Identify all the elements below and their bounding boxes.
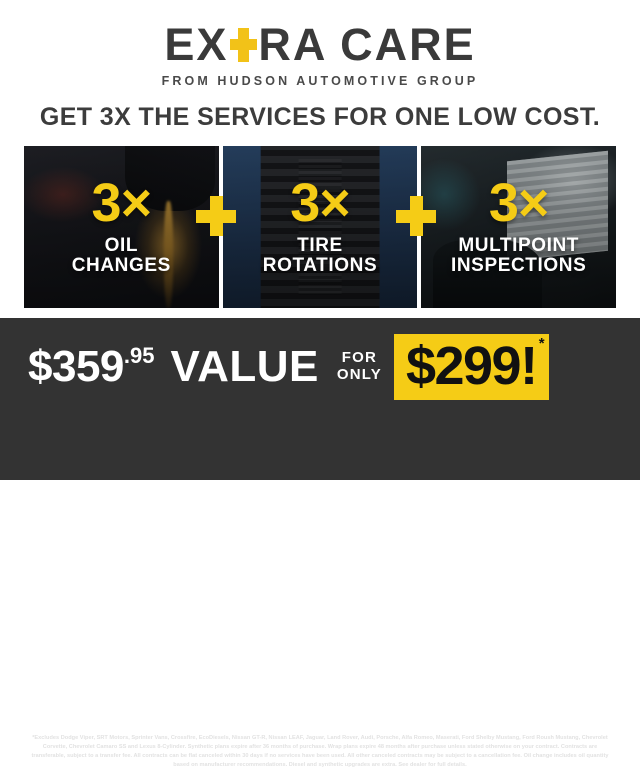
brand-logo: EX RA CARE FROM HUDSON AUTOMOTIVE GROUP: [0, 22, 640, 88]
logo-word-left: EX: [164, 19, 229, 70]
price-band: $359.95 VALUE FOR ONLY $299! * *Excludes…: [0, 318, 640, 768]
service-label-line2: CHANGES: [71, 254, 171, 276]
service-panel-tire-rotations: 3× TIRE ROTATIONS: [222, 146, 418, 308]
oil-pour-photo: [24, 146, 219, 308]
service-panel-content: 3× OIL CHANGES: [24, 146, 219, 308]
service-panels: 3× OIL CHANGES 3× TIRE ROTATIONS: [24, 146, 617, 308]
plus-icon: [196, 196, 236, 236]
service-panel-content: 3× MULTIPOINT INSPECTIONS: [421, 146, 616, 308]
logo-word-right: RA CARE: [258, 19, 476, 70]
service-label-line1: TIRE: [297, 234, 343, 256]
value-word: VALUE: [170, 342, 319, 391]
service-label-line2: ROTATIONS: [262, 254, 378, 276]
photo-overlay: [24, 146, 219, 308]
photo-overlay: [421, 146, 617, 308]
service-multiplier: 3×: [488, 172, 550, 233]
plus-icon: [228, 24, 258, 66]
for-only-line2: ONLY: [336, 366, 382, 383]
service-panel-content: 3× TIRE ROTATIONS: [223, 146, 418, 308]
service-label-line1: MULTIPOINT: [458, 234, 580, 256]
logo-tagline: FROM HUDSON AUTOMOTIVE GROUP: [161, 74, 479, 88]
service-multiplier: 3×: [91, 172, 153, 233]
tire-held-photo: [222, 146, 418, 308]
disclaimer-text: *Excludes Dodge Viper, SRT Motors, Sprin…: [31, 735, 609, 769]
service-label: MULTIPOINT INSPECTIONS: [450, 234, 587, 276]
service-multiplier: 3×: [290, 172, 351, 233]
price-row: $359.95 VALUE FOR ONLY $299! *: [28, 334, 612, 400]
for-only-label: FOR ONLY: [336, 349, 382, 384]
original-value-dollars: $359: [28, 342, 124, 391]
page-title: GET 3X THE SERVICES FOR ONE LOW COST.: [39, 103, 601, 131]
service-panel-multipoint-inspections: 3× MULTIPOINT INSPECTIONS: [421, 146, 617, 308]
original-value-cents: .95: [123, 343, 155, 368]
for-only-line1: FOR: [341, 349, 378, 367]
offer-price-amount: $299!: [405, 336, 538, 396]
diagnostics-laptop-photo: [421, 146, 617, 308]
plus-icon: [396, 196, 436, 236]
service-label-line1: OIL: [104, 234, 139, 256]
service-panel-oil-changes: 3× OIL CHANGES: [24, 146, 219, 308]
service-label-line2: INSPECTIONS: [450, 254, 587, 276]
asterisk-marker: *: [538, 335, 545, 352]
extra-care-advertisement: EX RA CARE FROM HUDSON AUTOMOTIVE GROUP G…: [0, 0, 640, 480]
photo-overlay: [222, 146, 418, 308]
logo-wordmark: EX RA CARE: [0, 22, 640, 67]
service-label: TIRE ROTATIONS: [262, 234, 378, 276]
offer-price-box: $299! *: [393, 334, 549, 400]
original-value: $359.95: [28, 345, 154, 389]
service-label: OIL CHANGES: [71, 234, 171, 276]
